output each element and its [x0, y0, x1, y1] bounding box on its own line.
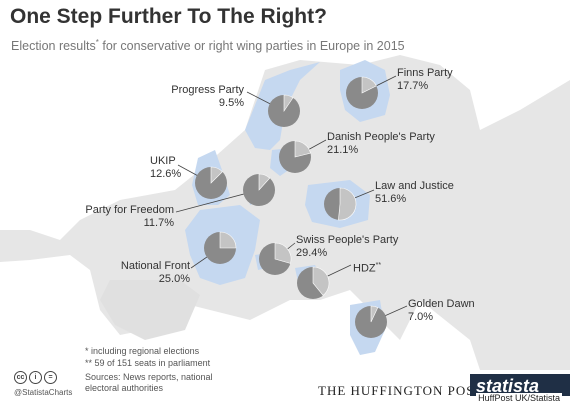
statista-logo-bar — [470, 374, 570, 396]
subtitle-text: Election results — [11, 39, 96, 54]
label-footnote-mark: ** — [375, 262, 382, 269]
label-name: Party for Freedom — [85, 204, 174, 216]
huffington-post-logo: THE HUFFINGTON POST — [318, 383, 484, 398]
label-value: 12.6% — [150, 168, 182, 180]
label-value: 51.6% — [375, 193, 407, 205]
label-value: 17.7% — [397, 80, 429, 92]
pie-slice-swiss-people-s-party — [274, 242, 292, 264]
label-name: Danish People's Party — [327, 131, 435, 143]
label-finns-party: Finns Party 17.7% — [397, 67, 453, 93]
subtitle-footnote-mark: * — [95, 38, 99, 47]
pie-slice-law-and-justice — [338, 187, 357, 221]
label-progress-party: Progress Party 9.5% — [150, 84, 244, 110]
attribution-icon: i — [29, 371, 42, 384]
label-value: 9.5% — [218, 97, 244, 109]
label-name: Golden Dawn — [408, 298, 475, 310]
label-swiss-peoples-party: Swiss People's Party 29.4% — [296, 234, 398, 260]
pie-slice-party-for-freedom — [258, 173, 271, 191]
label-value: 7.0% — [408, 311, 434, 323]
footnote-hdz-seats: ** 59 of 151 seats in parliament — [85, 358, 211, 368]
label-value: 11.7% — [143, 217, 174, 229]
statista-handle: @StatistaCharts — [14, 388, 73, 397]
label-name: HDZ — [353, 262, 376, 275]
label-hdz: HDZ** — [353, 259, 381, 276]
pie-slice-golden-dawn — [370, 305, 379, 323]
pie-slice-ukip — [210, 166, 223, 184]
statista-logo: statista — [476, 376, 540, 396]
label-value: 29.4% — [296, 247, 328, 259]
label-golden-dawn: Golden Dawn 7.0% — [408, 298, 475, 324]
footnote-regional: * including regional elections — [85, 346, 200, 356]
pie-slice-finns-party — [361, 76, 377, 94]
sources-line-2: electoral authorities — [85, 383, 164, 393]
pie-slice-hdz — [312, 266, 330, 296]
label-party-for-freedom: Party for Freedom 11.7% — [82, 204, 174, 230]
label-name: UKIP — [150, 155, 176, 167]
pie-slice-danish-people-s-party — [294, 140, 311, 158]
no-derivatives-icon: = — [44, 371, 57, 384]
label-value: 21.1% — [327, 144, 359, 156]
label-danish-peoples-party: Danish People's Party 21.1% — [327, 131, 435, 157]
creative-commons-icon: cc — [14, 371, 27, 384]
page-subtitle: Election results* for conservative or ri… — [11, 38, 405, 53]
label-name: Progress Party — [171, 84, 244, 96]
label-name: National Front — [120, 260, 190, 272]
label-ukip: UKIP 12.6% — [150, 155, 181, 181]
image-credit: HuffPost UK/Statista — [476, 393, 562, 403]
pie-charts — [195, 76, 387, 338]
page-title: One Step Further To The Right? — [10, 5, 327, 28]
label-value: 25.0% — [158, 273, 190, 285]
pie-slice-progress-party — [283, 94, 294, 112]
label-name: Law and Justice — [375, 180, 454, 192]
label-name: Swiss People's Party — [296, 234, 399, 246]
subtitle-text-rest: for conservative or right wing parties i… — [98, 39, 405, 54]
label-law-and-justice: Law and Justice 51.6% — [375, 180, 454, 206]
map-spain — [100, 280, 200, 340]
label-name: Finns Party — [397, 67, 453, 79]
sources-line-1: Sources: News reports, national — [85, 372, 213, 382]
pie-slice-national-front — [219, 231, 237, 249]
label-national-front: National Front 25.0% — [100, 260, 190, 286]
